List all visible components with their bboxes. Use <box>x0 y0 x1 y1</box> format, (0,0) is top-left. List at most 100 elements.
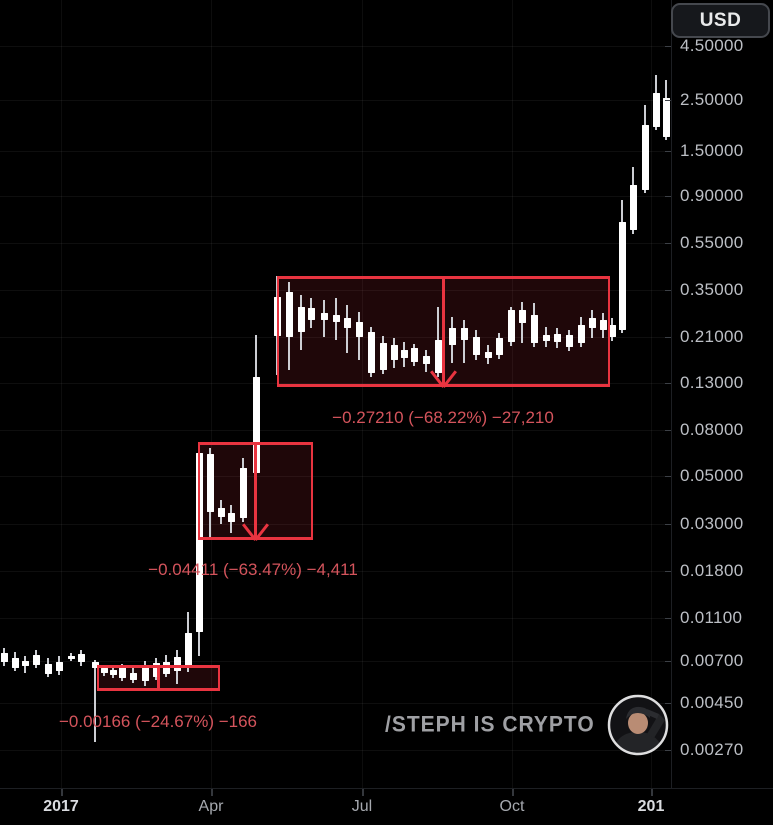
price-axis[interactable]: 4.50000 2.50000 1.50000 0.90000 0.55000 0.350… <box>665 0 773 788</box>
candle-body <box>320 313 328 320</box>
candle-body <box>239 468 247 518</box>
gridline-vertical <box>362 0 363 788</box>
watermark: /STEPH IS CRYPTO <box>385 694 669 756</box>
gridline-vertical <box>512 0 513 788</box>
price-tick-label: 0.13000 <box>680 373 744 392</box>
price-tick-dash <box>665 618 671 619</box>
candle-body <box>641 125 649 190</box>
price-tick-label: 0.03000 <box>680 514 744 533</box>
gridline-horizontal <box>0 524 671 525</box>
price-tick-label: 0.05000 <box>680 466 744 485</box>
candle-body <box>67 656 75 659</box>
gridline-horizontal <box>0 100 671 101</box>
price-tick-dash <box>665 571 671 572</box>
range-arrow-line[interactable] <box>253 442 257 540</box>
candle-body <box>217 508 225 517</box>
avatar-photo <box>607 694 668 756</box>
candle-body <box>379 343 387 370</box>
candle-body <box>206 454 214 512</box>
range-arrow-line[interactable] <box>441 276 445 387</box>
gridline-vertical <box>211 0 212 788</box>
candle-body <box>355 322 363 337</box>
candle-body <box>400 350 408 358</box>
price-tick-label: 2.50000 <box>680 90 744 109</box>
candle-wick <box>463 320 465 363</box>
candle-body <box>162 662 170 674</box>
date-tick-label: Oct <box>499 798 525 815</box>
axis-tick-mark <box>651 789 653 796</box>
candle-body <box>618 222 626 330</box>
gridline-horizontal <box>0 661 671 662</box>
candle-body <box>530 315 538 343</box>
candle-body <box>410 348 418 362</box>
candle-body <box>367 332 375 373</box>
price-tick-label: 1.50000 <box>680 141 744 160</box>
axis-tick-mark <box>61 789 63 796</box>
candle-body <box>32 655 40 665</box>
candle-body <box>542 335 550 341</box>
candle-body <box>44 664 52 674</box>
candle-body <box>599 320 607 330</box>
candle-body <box>472 337 480 355</box>
range-label[interactable]: −0.27210 (−68.22%) −27,210 <box>332 408 554 427</box>
price-tick-dash <box>665 243 671 244</box>
gridline-horizontal <box>0 618 671 619</box>
price-tick-label: 0.35000 <box>680 280 744 299</box>
axis-tick-mark <box>512 789 514 796</box>
price-tick-dash <box>665 476 671 477</box>
gridline-horizontal <box>0 151 671 152</box>
gridline-horizontal <box>0 383 671 384</box>
candle-body <box>495 338 503 355</box>
range-label[interactable]: −0.04411 (−63.47%) −4,411 <box>148 560 358 579</box>
price-tick-dash <box>665 383 671 384</box>
candle-body <box>141 667 149 681</box>
price-tick-dash <box>665 750 671 751</box>
candle-wick <box>94 660 96 742</box>
chart-canvas[interactable]: −0.00166 (−24.67%) −166 −0.04411 (−63.47%… <box>0 0 671 788</box>
range-label[interactable]: −0.00166 (−24.67%) −166 <box>58 712 258 731</box>
price-tick-label: 0.00270 <box>680 740 744 759</box>
date-tick-label: 2017 <box>43 798 79 815</box>
candle-body <box>129 673 137 680</box>
candle-body <box>662 98 670 137</box>
axis-tick-mark <box>362 789 364 796</box>
candle-body <box>77 654 85 662</box>
price-tick-dash <box>665 290 671 291</box>
gridline-horizontal <box>0 290 671 291</box>
price-tick-label: 0.55000 <box>680 233 744 252</box>
price-tick-label: 0.00450 <box>680 693 744 712</box>
candle-body <box>553 334 561 342</box>
gridline-horizontal <box>0 46 671 47</box>
gridline-horizontal <box>0 430 671 431</box>
candle-body <box>588 318 596 328</box>
candle-body <box>227 513 235 522</box>
candle-body <box>460 328 468 340</box>
gridline-horizontal <box>0 243 671 244</box>
gridline-horizontal <box>0 750 671 751</box>
candle-body <box>565 335 573 347</box>
range-arrow-line[interactable] <box>156 665 160 691</box>
price-tick-label: 4.50000 <box>680 36 744 55</box>
candle-body <box>307 308 315 320</box>
currency-toggle-button[interactable]: USD <box>671 3 770 38</box>
price-tick-label: 0.01800 <box>680 561 744 580</box>
candle-body <box>518 310 526 323</box>
candle-body <box>55 662 63 671</box>
price-tick-label: 0.90000 <box>680 186 744 205</box>
candle-body <box>100 668 108 673</box>
gridline-vertical <box>651 0 652 788</box>
price-tick-dash <box>665 337 671 338</box>
price-tick-dash <box>665 46 671 47</box>
candle-body <box>11 658 19 668</box>
candle-body <box>484 352 492 358</box>
candle-body <box>21 661 29 666</box>
time-axis[interactable]: 2017 Apr Jul Oct 201 <box>0 788 773 825</box>
price-tick-label: 0.01100 <box>680 608 743 627</box>
candle-body <box>343 318 351 328</box>
gridline-horizontal <box>0 571 671 572</box>
candle-body <box>507 310 515 342</box>
candle-body <box>297 307 305 332</box>
price-tick-dash <box>665 100 671 101</box>
candle-body <box>184 633 192 668</box>
